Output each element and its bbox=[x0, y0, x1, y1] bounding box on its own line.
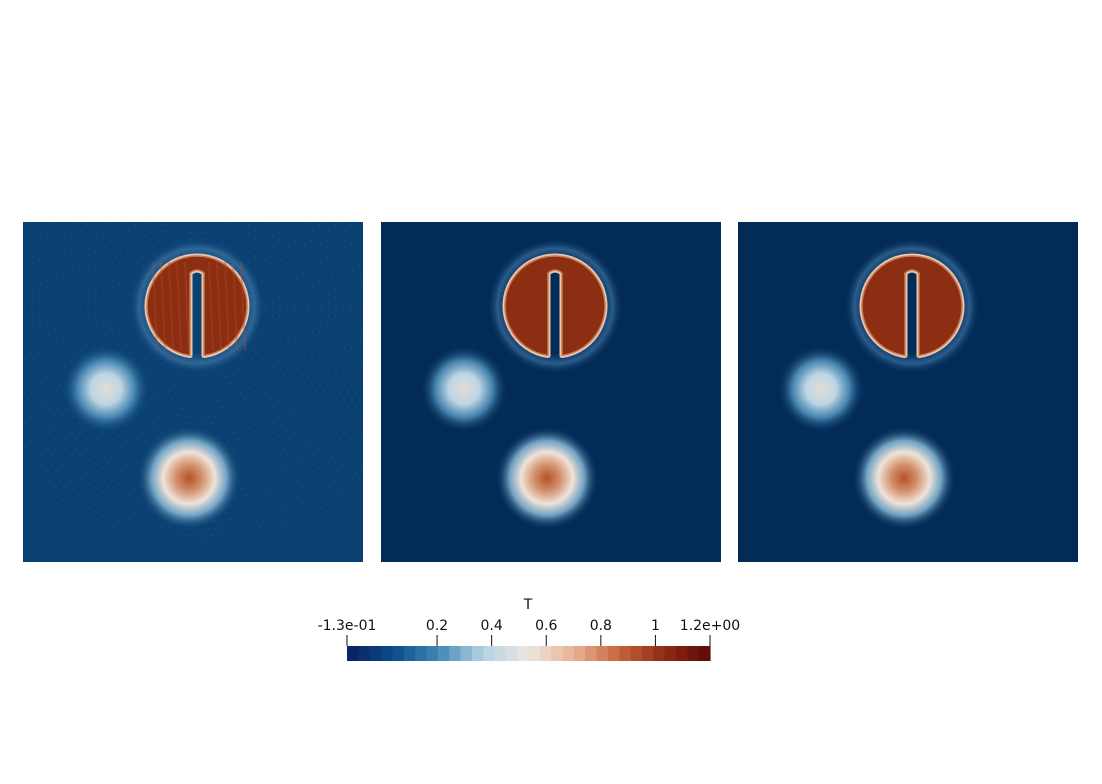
slotted-disk bbox=[146, 255, 248, 357]
colorbar-tick-label: 0.6 bbox=[535, 618, 557, 634]
panel-right bbox=[738, 222, 1078, 562]
colorbar-max-label: 1.2e+00 bbox=[680, 618, 740, 634]
colorbar-band bbox=[403, 646, 416, 661]
colorbar-title: T bbox=[523, 597, 533, 613]
colorbar-band bbox=[573, 646, 586, 661]
colorbar-band bbox=[449, 646, 462, 661]
colorbar-band bbox=[607, 646, 620, 661]
colorbar-band bbox=[437, 646, 450, 661]
colorbar-ticks: 0.2 0.4 0.6 0.8 1 bbox=[346, 618, 711, 646]
colorbar-band bbox=[426, 646, 439, 661]
panel-middle bbox=[381, 222, 721, 562]
colorbar-band bbox=[585, 646, 598, 661]
colorbar-svg: T -1.3e-01 1.2e+00 0.2 0.4 0.6 0.8 1 bbox=[318, 597, 740, 661]
panel-middle-image bbox=[381, 222, 721, 562]
colorbar-tick-label: 1 bbox=[651, 618, 660, 634]
colorbar-band bbox=[415, 646, 427, 661]
light-gaussian-blob bbox=[777, 345, 865, 433]
disk-stripes bbox=[152, 261, 246, 351]
colorbar-band bbox=[653, 646, 666, 661]
colorbar: T -1.3e-01 1.2e+00 0.2 0.4 0.6 0.8 1 bbox=[300, 590, 760, 670]
warm-gaussian-blob bbox=[852, 426, 956, 530]
light-gaussian-blob bbox=[62, 345, 150, 433]
colorbar-band bbox=[381, 646, 393, 661]
colorbar-band bbox=[392, 646, 405, 661]
panel-left-image bbox=[23, 222, 363, 562]
colorbar-band bbox=[347, 646, 359, 661]
slotted-disk bbox=[861, 255, 963, 357]
colorbar-band bbox=[460, 646, 473, 661]
colorbar-band bbox=[551, 646, 564, 661]
colorbar-band bbox=[539, 646, 552, 661]
colorbar-band bbox=[641, 646, 654, 661]
colorbar-band bbox=[562, 646, 575, 661]
colorbar-band bbox=[505, 646, 518, 661]
colorbar-tick-label: 0.8 bbox=[590, 618, 612, 634]
colorbar-band bbox=[675, 646, 688, 661]
colorbar-band bbox=[483, 646, 496, 661]
warm-gaussian-blob bbox=[495, 426, 599, 530]
colorbar-band bbox=[630, 646, 643, 661]
colorbar-band bbox=[664, 646, 677, 661]
colorbar-band bbox=[369, 646, 382, 661]
warm-gaussian-blob bbox=[137, 426, 241, 530]
slotted-disk bbox=[504, 255, 606, 357]
colorbar-band bbox=[698, 646, 711, 661]
colorbar-band bbox=[494, 646, 507, 661]
colorbar-band bbox=[596, 646, 609, 661]
colorbar-band bbox=[528, 646, 541, 661]
light-gaussian-blob bbox=[420, 345, 508, 433]
colorbar-band bbox=[471, 646, 484, 661]
colorbar-band bbox=[619, 646, 632, 661]
colorbar-min-label: -1.3e-01 bbox=[318, 618, 377, 634]
panel-left bbox=[23, 222, 363, 562]
colorbar-band bbox=[358, 646, 371, 661]
colorbar-band bbox=[687, 646, 700, 661]
colorbar-tick-label: 0.2 bbox=[426, 618, 448, 634]
colorbar-tick-label: 0.4 bbox=[481, 618, 503, 634]
colorbar-gradient bbox=[347, 646, 711, 661]
colorbar-band bbox=[517, 646, 530, 661]
panel-right-image bbox=[738, 222, 1078, 562]
